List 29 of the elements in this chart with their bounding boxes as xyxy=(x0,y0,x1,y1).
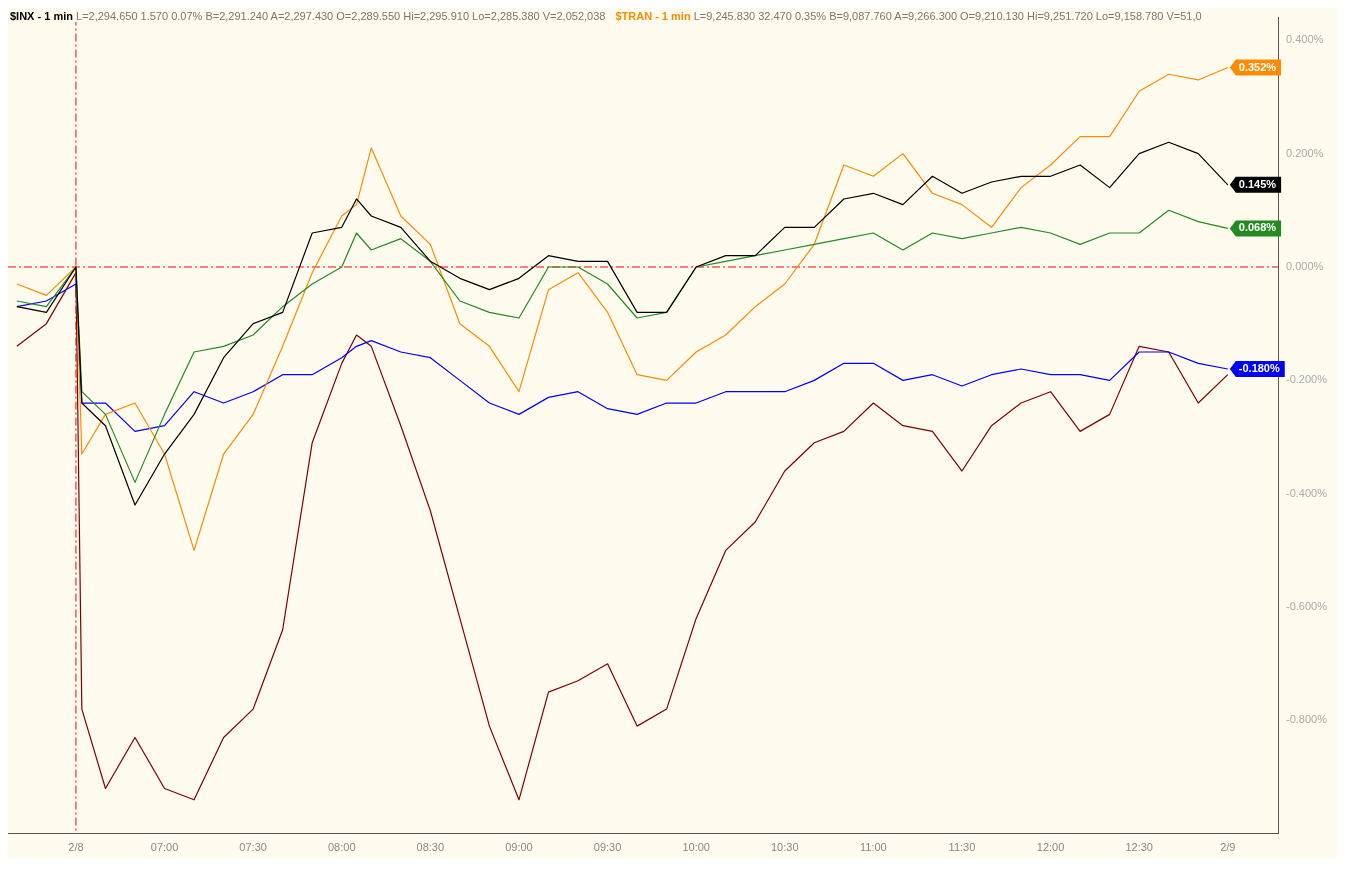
text: $TRAN - 1 min xyxy=(615,10,691,22)
x-tick-label: 07:00 xyxy=(150,841,179,854)
x-tick-label: 11:00 xyxy=(860,841,887,854)
y-tick-label: 0.200% xyxy=(1286,146,1324,159)
data-label: -0.180% xyxy=(1238,362,1280,375)
x-tick-label: 11:30 xyxy=(948,841,976,854)
y-tick-label: -0.400% xyxy=(1286,486,1328,499)
x-tick-label: 10:00 xyxy=(682,841,710,854)
x-tick-label: 07:30 xyxy=(239,841,267,854)
x-tick-label: 10:30 xyxy=(771,841,799,854)
y-tick-label: 0.400% xyxy=(1286,33,1324,46)
x-tick-label: 12:30 xyxy=(1125,841,1153,854)
y-tick-label: -0.600% xyxy=(1286,600,1328,613)
x-tick-label: 12:00 xyxy=(1036,841,1065,854)
x-tick-label: 2/8 xyxy=(68,841,84,854)
x-tick-label: 09:00 xyxy=(505,841,533,854)
annotation: L=9,245.830 32.470 0.35% B=9,087.760 A=9,266.300 O=9,210.130 Hi=9,251.720 Lo=9,158.780 V=51,0 xyxy=(693,10,1202,22)
data-label: 0.145% xyxy=(1238,177,1277,190)
x-tick-label: 08:00 xyxy=(327,841,356,854)
y-tick-label: 0.000% xyxy=(1286,260,1324,273)
annotation: L=2,294.650 1.570 0.07% B=2,291.240 A=2,297.430 O=2,289.550 Hi=2,295.910 Lo=2,285.380 V=2,052,038 xyxy=(76,10,606,22)
data-label: 0.352% xyxy=(1238,60,1277,73)
y-tick-label: -0.800% xyxy=(1286,713,1328,726)
data-label: 0.068% xyxy=(1238,221,1277,234)
x-tick-label: 08:30 xyxy=(416,841,445,854)
text: $INX - 1 min xyxy=(10,10,73,22)
y-tick-label: -0.200% xyxy=(1286,373,1328,386)
x-tick-label: 2/9 xyxy=(1220,841,1236,854)
x-tick-label: 09:30 xyxy=(593,841,622,854)
